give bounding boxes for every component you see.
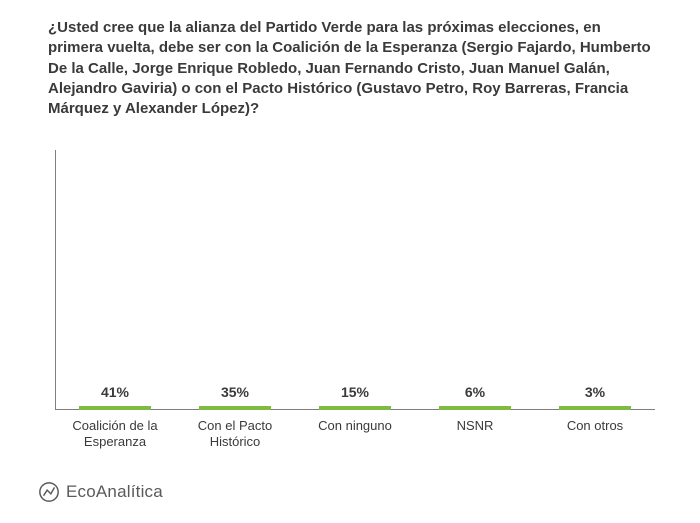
brand-logo: EcoAnalítica <box>38 481 163 503</box>
bar-slot: 15% <box>295 384 415 410</box>
bar-rect <box>559 406 631 410</box>
x-axis-label: Con otros <box>535 410 655 451</box>
bar-value-label: 6% <box>465 384 485 400</box>
bar-value-label: 41% <box>101 384 129 400</box>
bar-chart: 41%35%15%6%3% Coalición de la EsperanzaC… <box>55 150 655 451</box>
bar-slot: 3% <box>535 384 655 410</box>
brand-icon <box>38 481 60 503</box>
bar-rect <box>319 406 391 410</box>
bars-container: 41% 35% 15% 6% 3% <box>55 150 655 410</box>
bar-rect <box>79 406 151 410</box>
survey-question: ¿Usted cree que la alianza del Partido V… <box>48 18 658 119</box>
x-axis-label: NSNR <box>415 410 535 451</box>
plot-region: 41% 35% 15% 6% 3% <box>55 150 655 410</box>
x-axis-labels: Coalición de la EsperanzaCon el Pacto Hi… <box>55 410 655 451</box>
bar-slot: 6% <box>415 384 535 410</box>
bar-slot: 41% <box>55 384 175 410</box>
x-axis-label: Con ninguno <box>295 410 415 451</box>
bar-value-label: 15% <box>341 384 369 400</box>
bar-rect <box>439 406 511 410</box>
bar-value-label: 35% <box>221 384 249 400</box>
bar-slot: 35% <box>175 384 295 410</box>
x-axis-label: Coalición de la Esperanza <box>55 410 175 451</box>
brand-name: EcoAnalítica <box>66 482 163 502</box>
bar-rect <box>199 406 271 410</box>
bar-value-label: 3% <box>585 384 605 400</box>
x-axis-label: Con el Pacto Histórico <box>175 410 295 451</box>
